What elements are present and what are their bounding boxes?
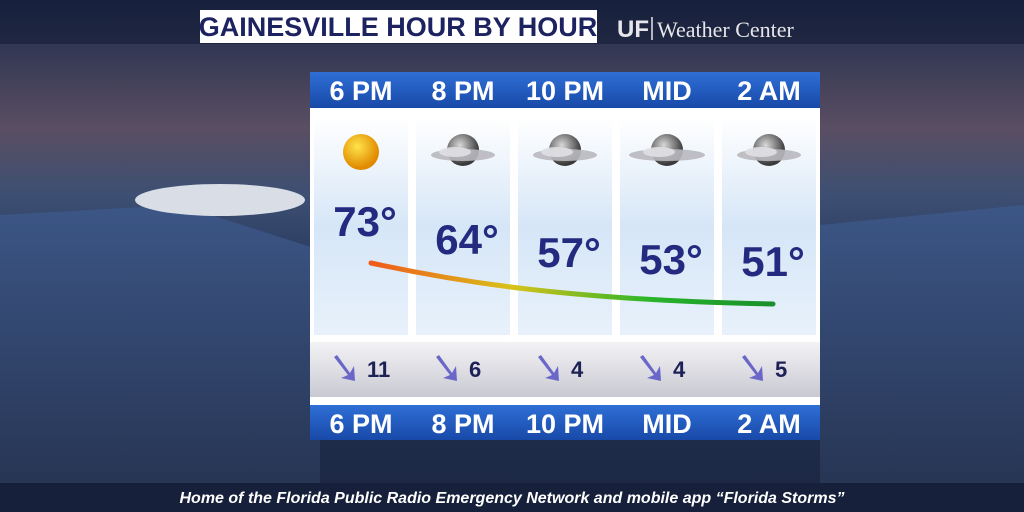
background-dome xyxy=(135,184,305,216)
wind-arrow xyxy=(640,355,661,381)
logo-short: UF xyxy=(617,16,649,43)
title: GAINESVILLE HOUR BY HOUR xyxy=(199,12,598,42)
temperature: 51° xyxy=(741,238,805,285)
wind-speed: 4 xyxy=(571,357,584,382)
wind-speed: 4 xyxy=(673,357,686,382)
hour-label: 10 PM xyxy=(526,76,604,106)
hour-label: 2 AM xyxy=(737,409,801,439)
wind-row xyxy=(310,342,820,397)
cloud-icon xyxy=(745,147,777,157)
top-time-band xyxy=(310,72,820,108)
wind-arrow xyxy=(538,355,559,381)
logo-text: Weather Center xyxy=(657,17,795,42)
hour-label: MID xyxy=(642,409,692,439)
hour-label: MID xyxy=(642,76,692,106)
hour-label: 2 AM xyxy=(737,76,801,106)
cloud-icon xyxy=(541,147,573,157)
hour-label: 6 PM xyxy=(329,409,392,439)
wind-speed: 11 xyxy=(367,357,390,382)
temperature: 57° xyxy=(537,229,601,276)
hour-label: 8 PM xyxy=(431,76,494,106)
cloud-icon xyxy=(643,147,675,157)
hour-label: 10 PM xyxy=(526,409,604,439)
wind-arrow xyxy=(742,355,763,381)
sun-icon xyxy=(343,134,379,170)
temperature: 64° xyxy=(435,216,499,263)
title-box xyxy=(200,10,597,43)
footer-text: Home of the Florida Public Radio Emergen… xyxy=(180,490,845,507)
footer-strip xyxy=(0,483,1024,512)
cloud-icon xyxy=(439,147,471,157)
wind-speed: 6 xyxy=(469,357,481,382)
wind-arrow xyxy=(334,355,355,381)
wind-arrow xyxy=(436,355,457,381)
background-stands xyxy=(0,205,320,512)
hour-label: 8 PM xyxy=(431,409,494,439)
temperature: 53° xyxy=(639,236,703,283)
temperature: 73° xyxy=(333,198,397,245)
background-stands xyxy=(820,205,1024,512)
bottom-time-band xyxy=(310,405,820,440)
hour-label: 6 PM xyxy=(329,76,392,106)
wind-speed: 5 xyxy=(775,357,787,382)
temperature-trend xyxy=(368,260,776,307)
